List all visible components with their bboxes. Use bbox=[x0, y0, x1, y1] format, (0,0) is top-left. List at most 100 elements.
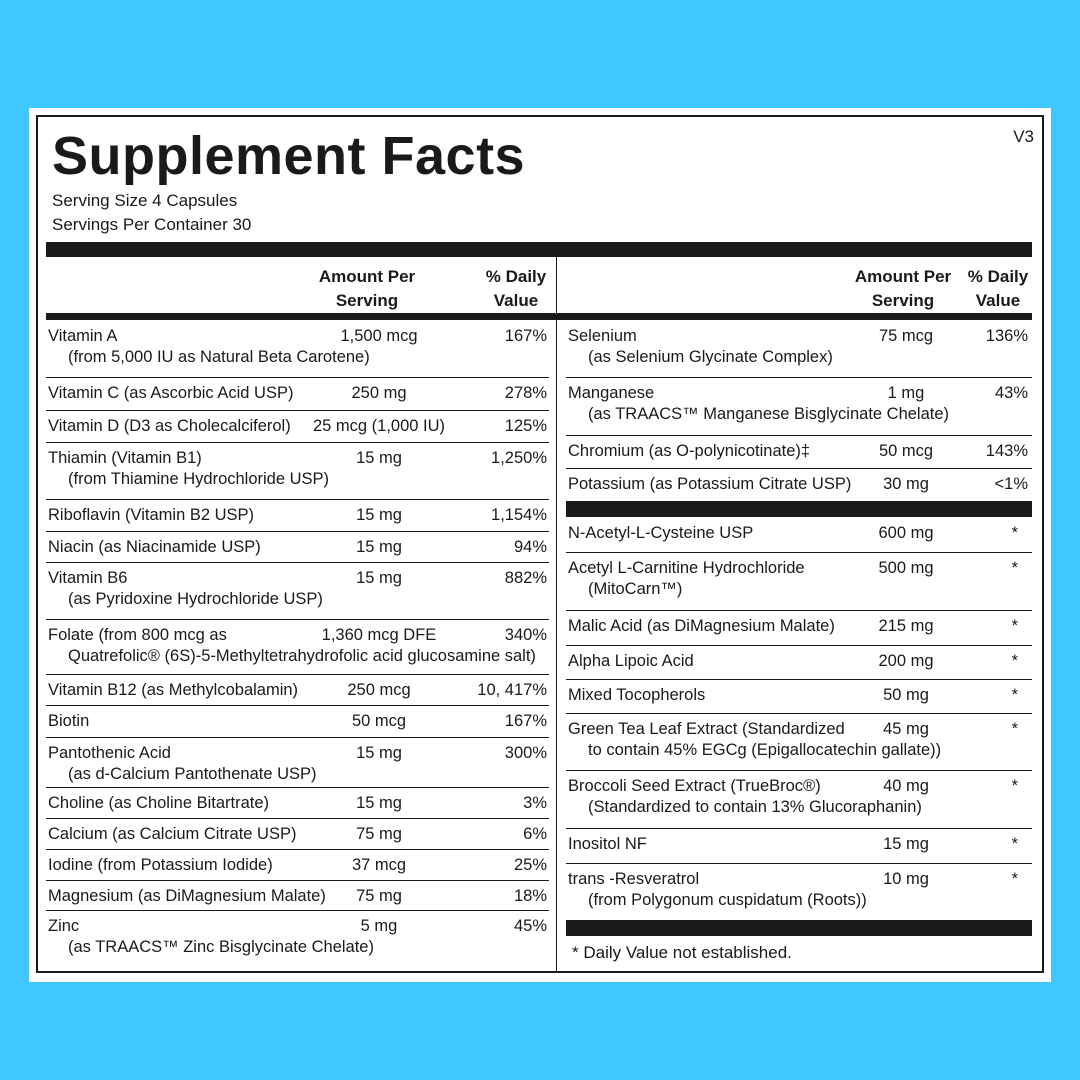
nutrient-source: (from Thiamine Hydrochloride USP) bbox=[68, 470, 330, 488]
nutrient-name: N-Acetyl-L-Cysteine USP bbox=[568, 524, 754, 542]
nutrient-source: (Standardized to contain 13% Glucoraphan… bbox=[588, 798, 922, 816]
left-dv-header: % Daily Value bbox=[478, 265, 554, 313]
nutrient-row: Inositol NF 15 mg * bbox=[566, 828, 1032, 864]
nutrient-amount: 40 mg bbox=[883, 777, 929, 795]
nutrient-daily-value: 18% bbox=[513, 887, 547, 905]
nutrient-name: trans -Resveratrol bbox=[568, 870, 700, 888]
nutrient-name: Vitamin A bbox=[48, 327, 118, 345]
nutrient-name: Manganese bbox=[568, 384, 655, 402]
right-amount-header: Amount Per Serving bbox=[844, 265, 962, 313]
nutrient-amount: 75 mcg bbox=[878, 327, 934, 345]
nutrient-row: Mixed Tocopherols 50 mg * bbox=[566, 679, 1032, 714]
nutrient-amount: 1 mg bbox=[887, 384, 925, 402]
nutrient-name: Selenium bbox=[568, 327, 637, 345]
nutrient-source: (from 5,000 IU as Natural Beta Carotene) bbox=[68, 348, 370, 366]
nutrient-name: Vitamin D (D3 as Cholecalciferol) bbox=[48, 417, 291, 435]
nutrient-name: Broccoli Seed Extract (TrueBroc®) bbox=[568, 777, 821, 795]
nutrient-amount: 75 mg bbox=[356, 825, 402, 843]
nutrient-name: Folate (from 800 mcg as bbox=[48, 626, 227, 644]
nutrient-row: Choline (as Choline Bitartrate) 15 mg 3% bbox=[46, 787, 549, 819]
nutrient-daily-value: 300% bbox=[504, 744, 547, 762]
nutrient-row: Green Tea Leaf Extract (Standardized to c… bbox=[566, 713, 1032, 771]
nutrient-name: Chromium (as O-polynicotinate)‡ bbox=[568, 442, 811, 460]
nutrient-source: (from Polygonum cuspidatum (Roots)) bbox=[588, 891, 867, 909]
nutrient-daily-value: 10, 417% bbox=[477, 681, 547, 699]
nutrient-row: Folate (from 800 mcg as Quatrefolic® (6S)… bbox=[46, 619, 549, 675]
nutrient-name: Mixed Tocopherols bbox=[568, 686, 706, 704]
nutrient-source: to contain 45% EGCg (Epigallocatechin ga… bbox=[588, 741, 942, 759]
nutrient-daily-value: <1% bbox=[994, 475, 1028, 493]
nutrient-name: Green Tea Leaf Extract (Standardized bbox=[568, 720, 845, 738]
nutrient-row: Malic Acid (as DiMagnesium Malate) 215 mg… bbox=[566, 610, 1032, 646]
nutrient-daily-value: * bbox=[1011, 652, 1018, 670]
nutrient-row: Vitamin A (from 5,000 IU as Natural Beta … bbox=[46, 320, 549, 378]
nutrient-row: Potassium (as Potassium Citrate USP) 30 m… bbox=[566, 468, 1032, 501]
nutrient-name: Pantothenic Acid bbox=[48, 744, 171, 762]
nutrient-amount: 250 mcg bbox=[347, 681, 411, 699]
right-amount-header-line1: Amount Per bbox=[854, 267, 952, 286]
nutrient-row: Vitamin B12 (as Methylcobalamin) 250 mcg 1… bbox=[46, 674, 549, 706]
nutrient-daily-value: 340% bbox=[504, 626, 547, 644]
nutrient-row: Selenium (as Selenium Glycinate Complex) 7… bbox=[566, 320, 1032, 378]
nutrient-amount: 1,500 mcg bbox=[340, 327, 418, 345]
nutrient-row: Niacin (as Niacinamide USP) 15 mg 94% bbox=[46, 531, 549, 563]
nutrient-row: Biotin 50 mcg 167% bbox=[46, 705, 549, 738]
nutrient-amount: 15 mg bbox=[883, 835, 929, 853]
nutrient-daily-value: 136% bbox=[985, 327, 1028, 345]
nutrient-name: Inositol NF bbox=[568, 835, 647, 853]
nutrient-row: Magnesium (as DiMagnesium Malate) 75 mg 18… bbox=[46, 880, 549, 911]
nutrient-row: Calcium (as Calcium Citrate USP) 75 mg 6% bbox=[46, 818, 549, 850]
nutrient-row: Thiamin (Vitamin B1) (from Thiamine Hydro… bbox=[46, 442, 549, 500]
nutrient-amount: 75 mg bbox=[356, 887, 402, 905]
nutrient-daily-value: 25% bbox=[513, 856, 547, 874]
nutrient-name: Niacin (as Niacinamide USP) bbox=[48, 538, 261, 556]
left-amount-header-line2: Serving bbox=[335, 291, 399, 310]
nutrient-row: trans -Resveratrol (from Polygonum cuspid… bbox=[566, 863, 1032, 920]
nutrient-daily-value: 94% bbox=[513, 538, 547, 556]
nutrient-name: Riboflavin (Vitamin B2 USP) bbox=[48, 506, 255, 524]
supplement-facts-label: Supplement Facts V3 Serving Size 4 Capsu… bbox=[36, 115, 1044, 973]
nutrient-name: Thiamin (Vitamin B1) bbox=[48, 449, 202, 467]
right-dv-header: % Daily Value bbox=[960, 265, 1036, 313]
supplement-facts-panel: Supplement Facts V3 Serving Size 4 Capsu… bbox=[29, 108, 1051, 982]
nutrient-daily-value: 125% bbox=[504, 417, 547, 435]
nutrient-amount: 50 mcg bbox=[351, 712, 407, 730]
nutrient-amount: 37 mcg bbox=[351, 856, 407, 874]
nutrient-name: Biotin bbox=[48, 712, 90, 730]
nutrient-amount: 25 mcg (1,000 IU) bbox=[312, 417, 446, 435]
nutrient-name: Malic Acid (as DiMagnesium Malate) bbox=[568, 617, 835, 635]
nutrient-daily-value: 3% bbox=[523, 794, 547, 812]
nutrient-daily-value: 278% bbox=[504, 384, 547, 402]
nutrient-row: Riboflavin (Vitamin B2 USP) 15 mg 1,154% bbox=[46, 499, 549, 532]
nutrient-daily-value: 1,154% bbox=[491, 506, 547, 524]
nutrient-amount: 50 mcg bbox=[878, 442, 934, 460]
nutrient-row: Vitamin C (as Ascorbic Acid USP) 250 mg 27… bbox=[46, 377, 549, 411]
nutrient-daily-value: * bbox=[1011, 720, 1018, 738]
nutrient-daily-value: * bbox=[1011, 559, 1018, 577]
nutrient-row: Pantothenic Acid (as d-Calcium Pantothena… bbox=[46, 737, 549, 788]
nutrient-amount: 250 mg bbox=[351, 384, 407, 402]
nutrient-amount: 15 mg bbox=[356, 449, 402, 467]
left-dv-header-line1: % Daily bbox=[485, 267, 547, 286]
nutrient-amount: 30 mg bbox=[883, 475, 929, 493]
nutrient-source: (as Selenium Glycinate Complex) bbox=[588, 348, 833, 366]
nutrient-daily-value: * bbox=[1011, 870, 1018, 888]
nutrient-name: Zinc bbox=[48, 917, 80, 935]
nutrient-name: Alpha Lipoic Acid bbox=[568, 652, 694, 670]
left-header-bar bbox=[46, 313, 556, 320]
nutrient-amount: 200 mg bbox=[878, 652, 934, 670]
nutrient-row: Vitamin D (D3 as Cholecalciferol) 25 mcg … bbox=[46, 410, 549, 443]
nutrient-amount: 600 mg bbox=[878, 524, 934, 542]
nutrient-daily-value: 45% bbox=[513, 917, 547, 935]
nutrient-daily-value: * bbox=[1011, 777, 1018, 795]
nutrient-amount: 45 mg bbox=[883, 720, 929, 738]
nutrient-row: Iodine (from Potassium Iodide) 37 mcg 25% bbox=[46, 849, 549, 881]
nutrient-amount: 500 mg bbox=[878, 559, 934, 577]
nutrient-name: Vitamin B12 (as Methylcobalamin) bbox=[48, 681, 299, 699]
right-dv-header-line2: Value bbox=[975, 291, 1021, 310]
nutrient-name: Magnesium (as DiMagnesium Malate) bbox=[48, 887, 326, 905]
nutrient-name: Choline (as Choline Bitartrate) bbox=[48, 794, 270, 812]
nutrient-row: Alpha Lipoic Acid 200 mg * bbox=[566, 645, 1032, 680]
nutrient-name: Calcium (as Calcium Citrate USP) bbox=[48, 825, 297, 843]
serving-size: Serving Size 4 Capsules bbox=[52, 191, 238, 210]
